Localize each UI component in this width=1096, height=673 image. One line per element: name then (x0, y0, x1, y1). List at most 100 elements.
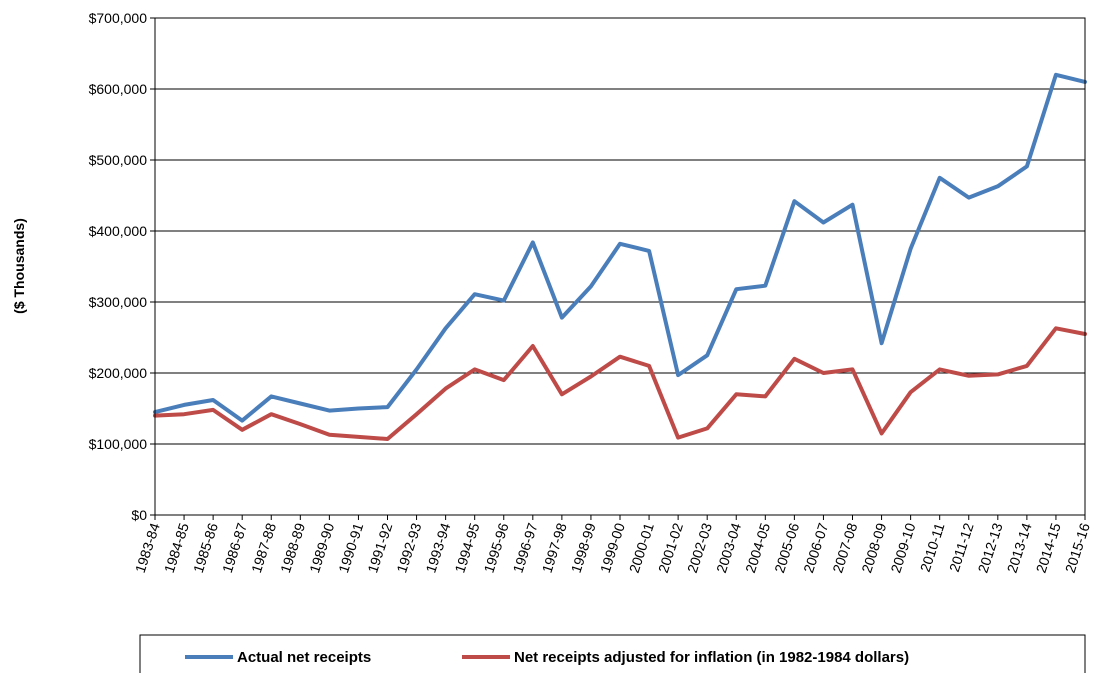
x-tick-label: 1990-91 (335, 521, 366, 575)
x-tick-label: 1996-97 (510, 521, 541, 575)
y-axis-ticks: $0 $100,000 $200,000 $300,000 $400,000 $500,0… (89, 10, 155, 523)
gridlines (155, 17, 1085, 516)
data-point (1054, 326, 1058, 330)
data-point (938, 367, 942, 371)
data-point (618, 242, 622, 246)
x-tick-label: 1995-96 (481, 521, 512, 575)
data-point (705, 426, 709, 430)
data-point (269, 412, 273, 416)
x-tick-label: 2011-12 (946, 521, 977, 574)
data-point (298, 422, 302, 426)
data-point (851, 367, 854, 371)
data-point (734, 392, 738, 396)
data-point (560, 316, 564, 320)
x-tick-label: 2013-14 (1004, 521, 1035, 575)
data-point (298, 402, 302, 406)
data-point (560, 392, 564, 396)
data-point (909, 390, 913, 394)
x-tick-label: 2003-04 (713, 521, 744, 575)
data-point (618, 355, 622, 359)
x-tick-label: 2005-06 (771, 521, 802, 575)
series-lines (153, 72, 1087, 441)
x-tick-label: 1988-89 (277, 521, 308, 575)
data-point (444, 326, 448, 330)
data-point (502, 299, 506, 303)
x-tick-label: 2010-11 (917, 521, 948, 574)
data-point (182, 403, 186, 407)
x-tick-label: 2007-08 (829, 521, 860, 575)
data-point (269, 394, 273, 398)
data-point (327, 433, 331, 437)
x-tick-label: 1983-84 (132, 521, 163, 575)
data-point (763, 284, 767, 288)
data-point (415, 367, 419, 371)
x-tick-label: 1987-88 (248, 521, 279, 575)
data-point (1025, 164, 1029, 168)
data-point (763, 394, 767, 398)
y-tick-label: $100,000 (89, 436, 148, 452)
data-point (356, 435, 360, 439)
data-point (967, 196, 971, 200)
x-tick-label: 1989-90 (306, 521, 337, 575)
legend-box (139, 634, 1086, 673)
data-point (473, 292, 477, 296)
y-axis-label: ($ Thousands) (11, 218, 27, 314)
x-tick-label: 2015-16 (1062, 521, 1093, 575)
x-tick-label: 2008-09 (858, 521, 889, 575)
x-tick-label: 1986-87 (219, 521, 250, 575)
data-point (938, 176, 942, 180)
data-point (589, 375, 593, 379)
x-tick-label: 2012-13 (975, 521, 1006, 575)
data-point (386, 405, 389, 409)
x-tick-label: 1984-85 (161, 521, 192, 575)
x-tick-label: 1997-98 (539, 521, 570, 575)
data-point (415, 412, 419, 416)
x-axis-ticks: 1983-841984-851985-861986-871987-881988-… (132, 515, 1093, 575)
y-tick-label: $500,000 (89, 152, 148, 168)
data-point (356, 407, 360, 410)
data-point (1054, 73, 1058, 77)
x-tick-label: 2004-05 (742, 521, 773, 575)
legend-label-actual: Actual net receipts (237, 649, 371, 666)
data-point (647, 364, 651, 368)
y-tick-label: $200,000 (89, 365, 148, 381)
data-point (240, 419, 244, 423)
data-point (909, 247, 913, 251)
data-point (327, 409, 331, 413)
data-point (531, 240, 535, 244)
data-point (531, 344, 535, 348)
legend-label-adjusted: Net receipts adjusted for inflation (in … (514, 649, 909, 666)
data-point (792, 199, 796, 203)
data-point (851, 203, 854, 207)
x-tick-label: 2014-15 (1033, 521, 1064, 575)
data-point (647, 249, 651, 253)
x-tick-label: 1993-94 (422, 521, 453, 575)
data-point (676, 436, 680, 440)
x-tick-label: 1992-93 (393, 521, 424, 575)
x-tick-label: 2006-07 (800, 521, 831, 575)
data-point (996, 184, 1000, 188)
y-tick-label: $600,000 (89, 81, 148, 97)
data-point (880, 341, 884, 345)
series-line-1 (153, 326, 1087, 441)
data-point (1025, 364, 1029, 368)
legend: Actual net receipts Net receipts adjuste… (139, 634, 1086, 673)
data-point (502, 378, 506, 382)
y-tick-label: $400,000 (89, 223, 148, 239)
data-point (240, 428, 244, 432)
plot-area-border (154, 17, 1086, 516)
x-tick-label: 2001-02 (655, 521, 686, 575)
data-point (734, 287, 738, 291)
x-tick-label: 1999-00 (597, 521, 628, 575)
data-point (589, 284, 593, 288)
y-tick-label: $300,000 (89, 294, 148, 310)
x-tick-label: 1985-86 (190, 521, 221, 575)
y-tick-label: $0 (131, 507, 147, 523)
data-point (821, 371, 825, 375)
data-point (676, 373, 680, 377)
data-point (792, 357, 796, 361)
x-tick-label: 2009-10 (887, 521, 918, 575)
x-tick-label: 2002-03 (684, 521, 715, 575)
x-tick-label: 1991-92 (364, 521, 395, 575)
